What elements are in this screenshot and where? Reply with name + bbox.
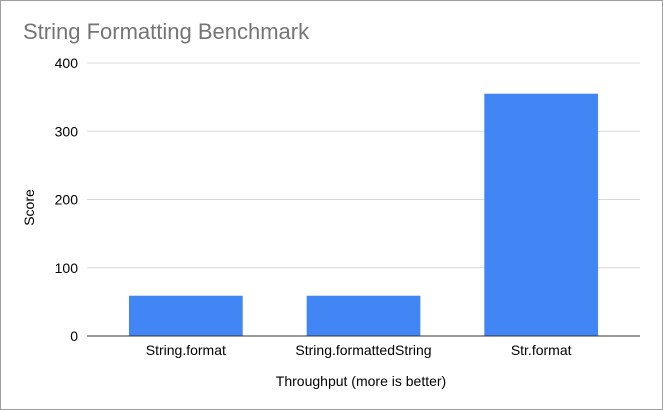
x-axis-label: Throughput (more is better): [276, 373, 446, 389]
y-axis-label: Score: [21, 189, 37, 226]
x-tick-label: Str.format: [511, 342, 572, 358]
y-tick-label: 300: [55, 123, 79, 139]
y-tick-label: 400: [55, 55, 79, 71]
y-axis-ticks: 0 100 200 300 400: [55, 55, 79, 344]
bar: [128, 295, 243, 336]
y-tick-label: 0: [70, 328, 78, 344]
chart-title: String Formatting Benchmark: [23, 19, 310, 44]
bars: [128, 93, 599, 337]
x-tick-label: String.formattedString: [295, 342, 431, 358]
y-tick-label: 200: [55, 192, 79, 208]
x-tick-label: String.format: [146, 342, 226, 358]
y-tick-label: 100: [55, 260, 79, 276]
bar: [306, 295, 421, 336]
bar: [484, 93, 599, 337]
x-axis-ticks: String.format String.formattedString Str.f…: [146, 342, 572, 358]
